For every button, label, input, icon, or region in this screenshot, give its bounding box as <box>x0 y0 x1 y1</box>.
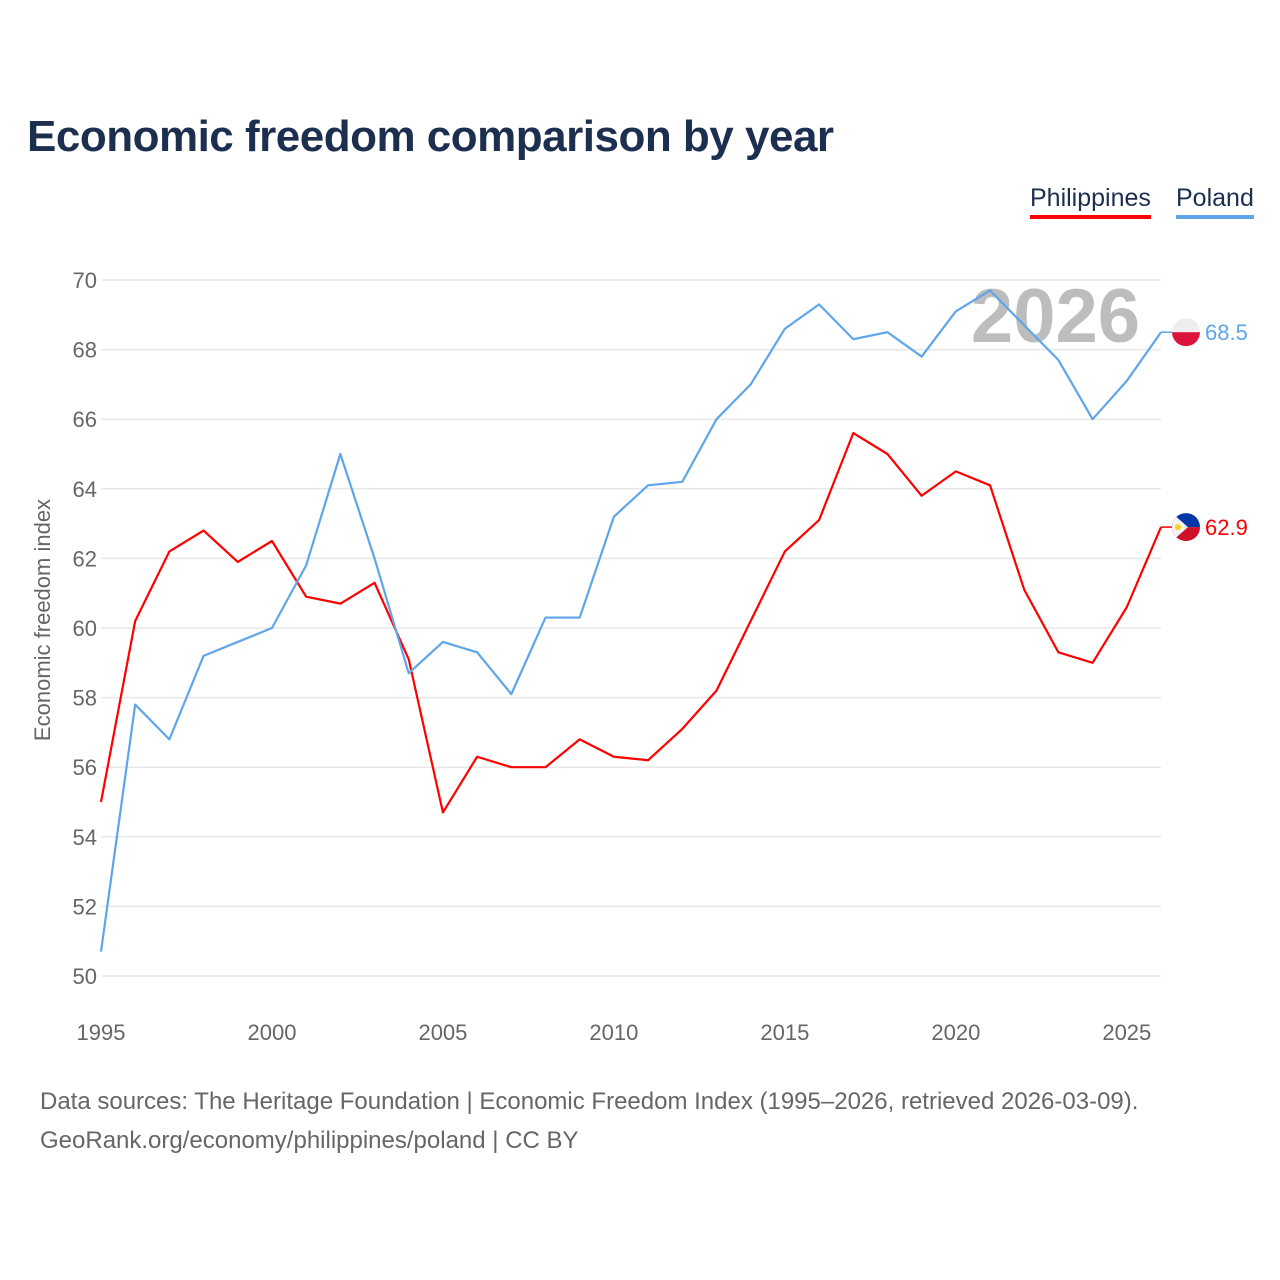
series-line-philippines <box>99 432 1163 814</box>
y-tick-label: 62 <box>73 546 97 571</box>
legend-item-philippines[interactable]: Philippines <box>1030 184 1151 219</box>
philippines-flag-icon <box>1172 513 1200 542</box>
y-tick-label: 52 <box>73 894 97 919</box>
y-tick-label: 66 <box>73 407 97 432</box>
y-tick-label: 58 <box>73 686 97 711</box>
x-tick-label: 2025 <box>1102 1020 1151 1045</box>
x-tick-label: 2010 <box>589 1020 638 1045</box>
y-tick-label: 54 <box>73 825 97 850</box>
end-value-label-philippines: 62.9 <box>1205 515 1248 540</box>
x-tick-label: 2015 <box>760 1020 809 1045</box>
y-axis-label: Economic freedom index <box>30 499 55 741</box>
y-tick-label: 60 <box>73 616 97 641</box>
footer-attribution: GeoRank.org/economy/philippines/poland |… <box>40 1127 579 1154</box>
chart-title: Economic freedom comparison by year <box>27 112 834 161</box>
x-tick-label: 2000 <box>247 1020 296 1045</box>
end-value-label-poland: 68.5 <box>1205 320 1248 345</box>
y-tick-label: 56 <box>73 755 97 780</box>
footer-sources: Data sources: The Heritage Foundation | … <box>40 1088 1139 1115</box>
x-tick-label: 2005 <box>418 1020 467 1045</box>
y-tick-label: 68 <box>73 338 97 363</box>
year-watermark: 2026 <box>971 274 1140 359</box>
legend-item-poland[interactable]: Poland <box>1176 184 1254 219</box>
x-tick-label: 2020 <box>931 1020 980 1045</box>
poland-flag-icon <box>1172 318 1200 347</box>
y-tick-label: 70 <box>73 268 97 293</box>
series-line-poland <box>99 289 1162 952</box>
y-tick-label: 64 <box>73 477 97 502</box>
x-tick-label: 1995 <box>77 1020 126 1045</box>
y-tick-label: 50 <box>73 964 97 989</box>
